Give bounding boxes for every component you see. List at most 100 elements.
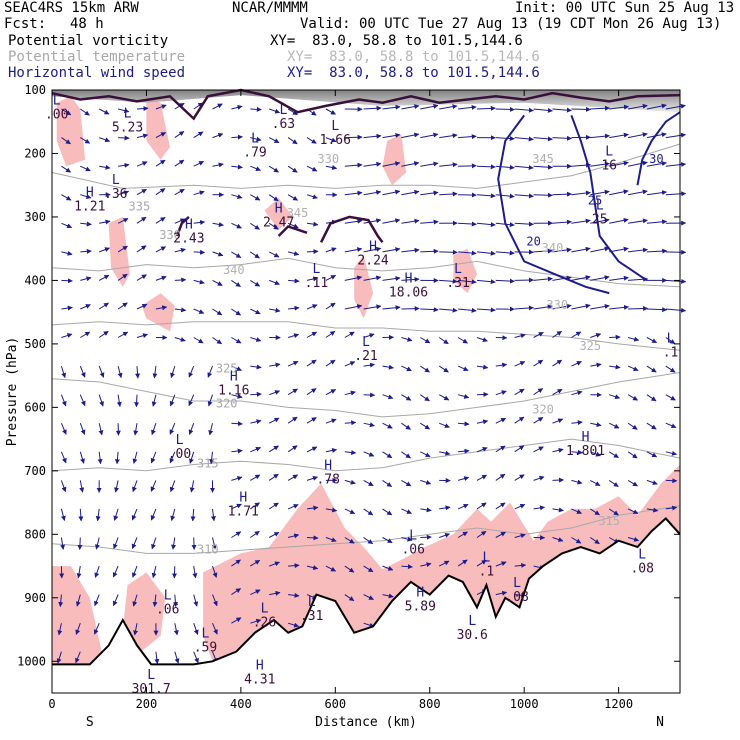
pv-extremum-value: 2.47: [263, 215, 294, 230]
wind-vector: [98, 423, 104, 436]
y-tick-label: 500: [24, 337, 46, 351]
pv-extremum-type: L: [605, 144, 613, 159]
wind-vector: [382, 537, 393, 544]
pv-extremum-value: 16: [601, 158, 617, 173]
wind-vector: [287, 108, 298, 116]
wind-vector: [571, 420, 583, 426]
wind-vector: [571, 479, 583, 485]
wind-vector: [170, 508, 176, 521]
x-tick-label: 200: [136, 697, 158, 711]
wind-vector: [495, 222, 515, 228]
wind-vector: [170, 365, 176, 379]
wind-vector: [665, 422, 677, 429]
wind-vector: [382, 218, 401, 224]
pv-extremum-type: L: [202, 627, 210, 642]
wind-vector: [495, 136, 515, 142]
wind-vector: [665, 478, 678, 484]
wind-vector: [344, 450, 357, 455]
terrain-line: [52, 516, 681, 666]
wind-vector: [382, 247, 401, 253]
wind-vector: [514, 165, 534, 171]
wind-vector: [533, 192, 553, 198]
wind-vector: [571, 190, 591, 196]
wind-vector: [132, 480, 138, 493]
pv-shading: [382, 134, 407, 186]
wind-vector: [99, 164, 111, 170]
wind-vector: [61, 278, 73, 284]
wind-vector: [268, 417, 280, 424]
wind-vector: [306, 194, 318, 200]
wind-vector: [420, 534, 432, 540]
wind-vector: [306, 476, 318, 481]
pv-extremum-type: L: [261, 601, 269, 616]
wind-vector: [382, 479, 393, 488]
wind-vector: [136, 161, 148, 167]
wind-vector: [268, 445, 279, 453]
wind-vector: [590, 133, 610, 139]
wind-vector: [58, 594, 64, 608]
wind-vector: [136, 216, 147, 224]
wind-vector: [344, 304, 363, 310]
wind-vector: [231, 279, 241, 288]
wind-vector: [476, 164, 496, 170]
pv-contour: [277, 225, 308, 237]
wind-vector: [552, 359, 563, 367]
theta-label: 320: [532, 403, 554, 417]
pv-extremum-type: H: [369, 240, 377, 255]
wind-vector: [250, 618, 262, 624]
wind-vector: [325, 418, 337, 424]
wind-vector: [193, 131, 204, 139]
wind-vector: [571, 303, 591, 310]
wind-vector: [325, 448, 338, 453]
pv-shading: [56, 96, 86, 167]
theta-contour: [51, 321, 681, 351]
pv-extremum-value: 1.66: [320, 133, 351, 148]
wind-vector: [438, 365, 449, 373]
pv-extremum-value: .00: [45, 108, 68, 123]
wind-vector: [363, 304, 382, 310]
wind-speed-label: 25: [588, 193, 602, 207]
pv-extremum-type: H: [256, 658, 264, 673]
wind-vector: [646, 422, 657, 430]
wind-vector: [325, 274, 337, 281]
pv-extremum-value: .11: [305, 276, 328, 291]
wind-vector: [212, 565, 218, 578]
wind-vector: [174, 247, 186, 253]
wind-vector: [188, 365, 195, 378]
wind-vector: [628, 160, 648, 167]
wind-vector: [94, 594, 100, 607]
wind-vector: [174, 218, 186, 224]
wind-vector: [151, 537, 157, 550]
wind-vector: [287, 251, 300, 256]
wind-vector: [193, 190, 205, 196]
wind-vector: [552, 388, 563, 396]
wind-vector: [306, 276, 319, 282]
wind-vector: [344, 420, 357, 426]
forecast-hour: 48 h: [70, 16, 104, 32]
wind-vector: [458, 104, 477, 110]
pv-extremum-type: L: [454, 262, 462, 277]
wind-vector: [136, 106, 149, 112]
wind-vector: [439, 533, 451, 538]
wind-vector: [250, 165, 261, 171]
wind-vector: [590, 189, 610, 196]
wind-vector: [250, 222, 260, 230]
wind-vector: [627, 451, 638, 459]
wind-vector: [382, 104, 401, 110]
wind-vector: [344, 508, 356, 515]
field-theta-xy: XY= 83.0, 58.8 to 101.5,144.6: [287, 49, 540, 65]
wind-vector: [188, 423, 195, 435]
wind-vector: [114, 451, 120, 465]
theta-contour-label: 310: [197, 542, 219, 556]
pv-extremum-type: H: [239, 490, 247, 505]
wind-vector: [552, 418, 564, 424]
wind-vector: [212, 103, 223, 110]
wind-vector: [401, 336, 413, 342]
y-tick-label: 700: [24, 464, 46, 478]
wind-vector: [344, 594, 355, 602]
wind-vector: [136, 188, 147, 196]
wind-vector: [151, 565, 157, 579]
wind-vector: [80, 276, 92, 282]
wind-vector: [420, 422, 431, 430]
wind-vector: [439, 422, 450, 428]
